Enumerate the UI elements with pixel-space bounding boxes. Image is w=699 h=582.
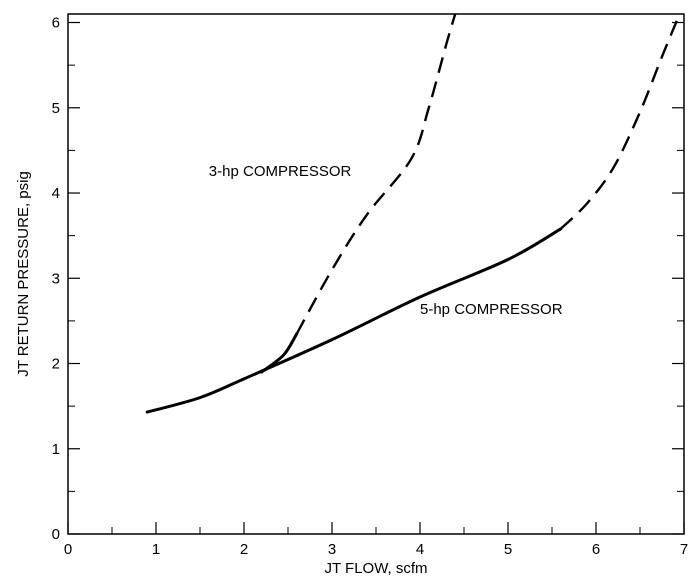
x-tick-label: 7 [680, 541, 688, 558]
y-tick-label: 2 [52, 356, 60, 373]
y-tick-label: 0 [52, 526, 60, 543]
y-tick-label: 3 [52, 270, 60, 287]
y-tick-label: 4 [52, 185, 60, 202]
x-tick-label: 6 [592, 541, 600, 558]
plot-frame [67, 13, 685, 535]
y-tick-label: 6 [52, 15, 60, 32]
x-tick-label: 3 [328, 541, 336, 558]
curve-annotation: 5-hp COMPRESSOR [420, 301, 563, 318]
x-tick-label: 1 [152, 541, 160, 558]
y-tick-label: 5 [52, 100, 60, 117]
y-tick-label: 1 [52, 441, 60, 458]
series-line-3hp-dashed [295, 13, 457, 335]
curve-annotation: 3-hp COMPRESSOR [209, 163, 352, 180]
annotations: 3-hp COMPRESSOR 5-hp COMPRESSOR [209, 163, 563, 318]
series-line-3hp-solid [260, 332, 299, 374]
x-tick-label: 4 [416, 541, 424, 558]
series-group [145, 13, 681, 414]
series-line-5hp-dashed [559, 13, 681, 230]
y-ticks: 0 1 2 3 4 5 6 [52, 15, 684, 543]
x-axis-label: JT FLOW, scfm [324, 560, 427, 577]
x-tick-label: 2 [240, 541, 248, 558]
x-tick-label: 0 [64, 541, 72, 558]
y-axis-label: JT RETURN PRESSURE, psig [15, 171, 32, 377]
x-tick-label: 5 [504, 541, 512, 558]
series-line-5hp-solid [145, 227, 563, 414]
x-ticks: 0 1 2 3 4 5 6 7 [64, 522, 688, 558]
